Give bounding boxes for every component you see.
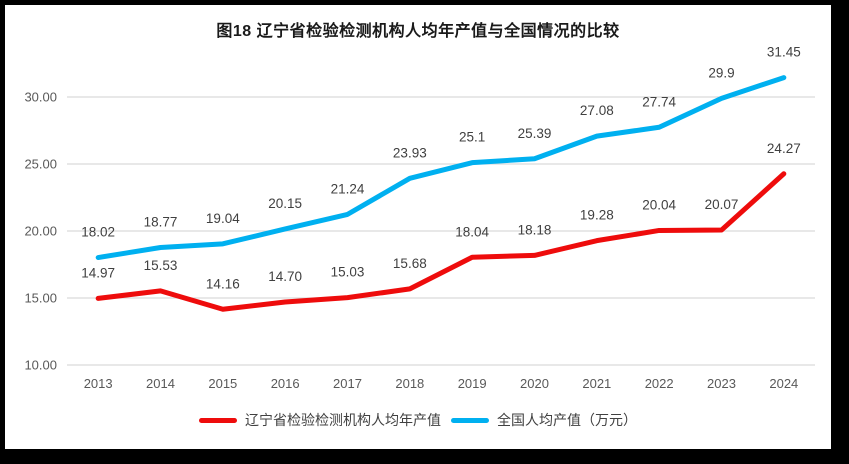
data-label-series0-2014: 15.53 (144, 258, 178, 273)
legend-line-swatch-national (451, 417, 489, 423)
x-tick-label: 2024 (769, 376, 798, 391)
data-label-series0-2019: 18.04 (455, 224, 489, 239)
data-label-series0-2015: 14.16 (206, 276, 240, 291)
data-label-series1-2017: 21.24 (331, 181, 365, 196)
y-tick-label: 25.00 (24, 157, 57, 172)
data-label-series0-2013: 14.97 (81, 265, 115, 280)
chart-area[interactable]: 图18 辽宁省检验检测机构人均年产值与全国情况的比较 30.00 25.00 20.… (5, 5, 831, 449)
x-tick-label: 2017 (333, 376, 362, 391)
legend-line-swatch-liaoning (199, 417, 237, 423)
data-label-series0-2024: 24.27 (767, 141, 801, 156)
data-label-series1-2014: 18.77 (144, 214, 178, 229)
x-tick-label: 2013 (84, 376, 113, 391)
x-tick-label: 2020 (520, 376, 549, 391)
x-tick-label: 2021 (582, 376, 611, 391)
data-label-series1-2016: 20.15 (268, 196, 302, 211)
data-label-series1-2021: 27.08 (580, 103, 614, 118)
data-label-series1-2019: 25.1 (459, 130, 485, 145)
legend-label-national: 全国人均产值（万元） (497, 412, 637, 428)
x-tick-label: 2022 (645, 376, 674, 391)
x-tick-label: 2023 (707, 376, 736, 391)
data-label-series1-2018: 23.93 (393, 145, 427, 160)
y-tick-label: 30.00 (24, 90, 57, 105)
legend-item-liaoning: 辽宁省检验检测机构人均年产值 (199, 410, 441, 430)
legend: 辽宁省检验检测机构人均年产值 全国人均产值（万元） (5, 410, 831, 430)
plot-canvas: 30.00 25.00 20.00 15.00 10.00 2013 2014 2015 201… (24, 45, 815, 391)
x-tick-label: 2019 (458, 376, 487, 391)
x-tick-label: 2016 (271, 376, 300, 391)
data-label-series1-2023: 29.9 (708, 65, 734, 80)
y-tick-label: 15.00 (24, 291, 57, 306)
data-label-series1-2020: 25.39 (518, 126, 552, 141)
legend-item-national: 全国人均产值（万元） (451, 410, 637, 430)
data-label-series0-2023: 20.07 (705, 197, 739, 212)
data-label-series1-2015: 19.04 (206, 211, 240, 226)
data-label-series0-2022: 20.04 (642, 197, 676, 212)
data-label-series0-2021: 19.28 (580, 208, 614, 223)
x-tick-label: 2015 (208, 376, 237, 391)
chart-title: 图18 辽宁省检验检测机构人均年产值与全国情况的比较 (216, 23, 620, 40)
data-label-series0-2018: 15.68 (393, 256, 427, 271)
series-line-1 (95, 75, 787, 261)
series-line-0 (95, 171, 787, 312)
legend-label-liaoning: 辽宁省检验检测机构人均年产值 (245, 412, 441, 428)
data-label-series0-2020: 18.18 (518, 222, 552, 237)
y-tick-label: 20.00 (24, 224, 57, 239)
data-label-series0-2016: 14.70 (268, 269, 302, 284)
data-label-series1-2013: 18.02 (81, 225, 115, 240)
data-label-series1-2024: 31.45 (767, 45, 801, 60)
x-tick-label: 2018 (395, 376, 424, 391)
data-label-series0-2017: 15.03 (331, 265, 365, 280)
data-label-series1-2022: 27.74 (642, 94, 676, 109)
x-tick-label: 2014 (146, 376, 175, 391)
y-tick-label: 10.00 (24, 358, 57, 373)
